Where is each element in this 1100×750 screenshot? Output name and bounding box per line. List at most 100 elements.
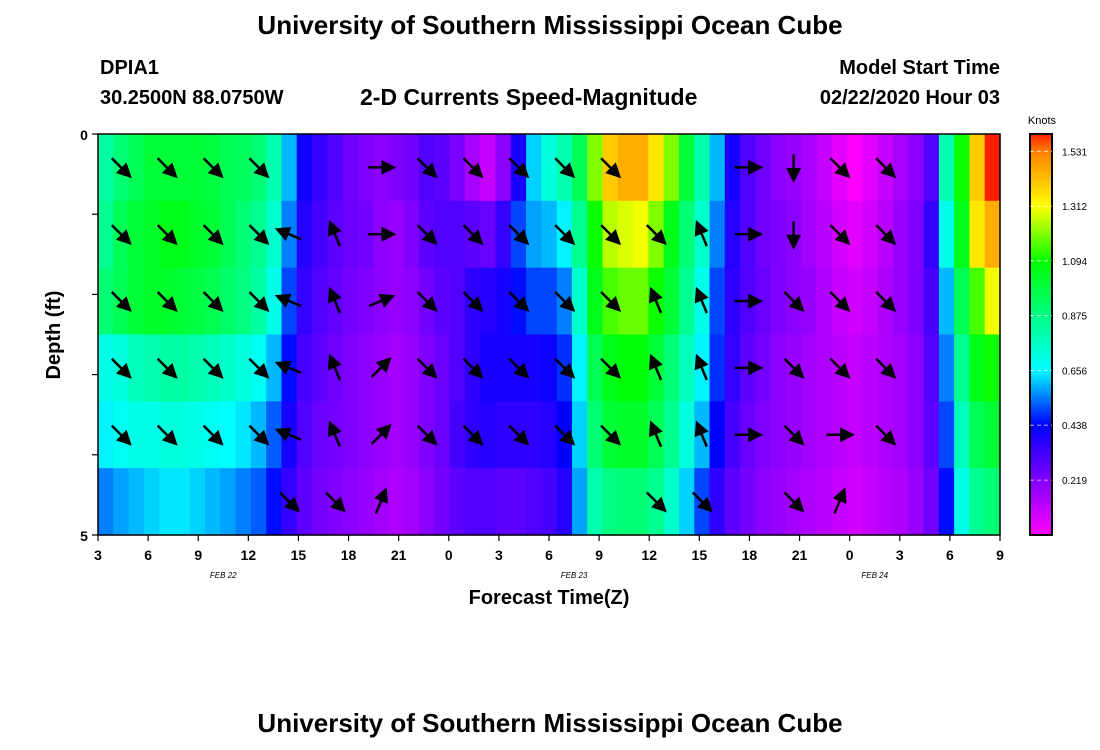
current-arrow (374, 487, 388, 514)
heat-cell (357, 267, 374, 336)
heat-cell (709, 468, 726, 536)
current-arrow (202, 424, 224, 446)
heat-cell (770, 401, 787, 469)
heat-cell (541, 267, 558, 336)
current-arrow (646, 491, 667, 513)
current-arrow (202, 157, 224, 179)
heat-cell (189, 334, 206, 402)
heat-cell (541, 334, 558, 402)
heat-cell (556, 468, 573, 536)
heat-cell (113, 468, 130, 536)
current-arrow (832, 487, 847, 514)
heat-cell (571, 468, 588, 536)
heat-cell (816, 334, 833, 402)
heat-cell (434, 401, 451, 469)
heat-cell (724, 200, 741, 269)
current-arrow (416, 224, 438, 246)
heat-cell (816, 134, 833, 202)
heat-cell (709, 134, 726, 202)
colorbar-tick-label: 1.094 (1062, 257, 1087, 268)
heat-cell (541, 134, 558, 202)
heat-cell (770, 134, 787, 202)
heat-cell (969, 200, 986, 269)
heat-cell (724, 267, 741, 336)
heat-cell (617, 267, 634, 336)
heat-cell (388, 134, 405, 202)
x-tick-label: 18 (341, 547, 357, 563)
heat-cell (847, 468, 864, 536)
heat-cell (189, 267, 206, 336)
current-arrow (462, 157, 484, 179)
heat-cell (984, 267, 1001, 336)
heat-cell (954, 468, 971, 536)
heat-cell (235, 134, 252, 202)
heat-cell (480, 401, 497, 469)
heat-cell (724, 468, 741, 536)
current-arrow (694, 420, 709, 448)
current-arrow (110, 291, 132, 312)
heat-cell (816, 401, 833, 469)
heat-cell (587, 401, 604, 469)
heat-cell (449, 200, 466, 269)
heat-cell (908, 200, 925, 269)
current-arrow (248, 291, 270, 312)
heat-cell (755, 267, 772, 336)
current-arrow (691, 491, 713, 513)
heat-cell (984, 401, 1001, 469)
x-tick-label: 3 (896, 547, 904, 563)
heat-cell (678, 267, 695, 336)
current-arrow (508, 157, 530, 179)
heat-cell (357, 200, 374, 269)
heat-cell (709, 401, 726, 469)
current-arrow (554, 291, 576, 312)
current-arrow (694, 286, 709, 314)
heat-cell (495, 334, 512, 402)
colorbar: Knots 1.531 1.312 1.094 0.875 0.656 0.438 0.21… (1028, 115, 1087, 536)
heat-cell (587, 200, 604, 269)
heat-cell (312, 468, 328, 536)
heat-cell (189, 468, 206, 536)
current-arrow (248, 224, 270, 246)
heat-cell (235, 200, 252, 269)
current-arrow (370, 423, 392, 445)
model-start-value: 02/22/2020 Hour 03 (819, 87, 1000, 109)
heat-cell (923, 334, 940, 402)
heat-cell (327, 134, 344, 202)
heat-cell (801, 200, 818, 269)
heat-cell (403, 200, 420, 269)
heat-cell (816, 468, 833, 536)
heat-cell (449, 468, 466, 536)
heat-cell (434, 267, 451, 336)
colorbar-unit-label: Knots (1028, 115, 1057, 127)
y-axis-label: Depth (ft) (43, 291, 65, 380)
heat-cell (847, 134, 864, 202)
heat-cell (449, 334, 466, 402)
heat-cell (388, 267, 405, 336)
current-arrow (783, 491, 805, 513)
heat-cell (189, 401, 206, 469)
heat-cell (342, 468, 359, 536)
heat-cell (908, 468, 925, 536)
x-tick-label: 3 (94, 547, 102, 563)
heat-cell (159, 468, 176, 536)
colorbar-tick-label: 0.438 (1062, 421, 1087, 432)
heat-cell (266, 468, 283, 536)
heat-cell (892, 134, 909, 202)
current-arrow (325, 491, 346, 513)
heat-cell (954, 267, 971, 336)
heat-cell (266, 401, 283, 469)
current-arrow (875, 224, 897, 246)
heat-cell (342, 200, 359, 269)
heatmap-cells (98, 134, 1001, 536)
heat-cell (923, 401, 940, 469)
current-arrow (416, 157, 438, 179)
heat-cell (877, 468, 894, 536)
heat-cell (480, 134, 497, 202)
heat-cell (480, 334, 497, 402)
heat-cell (969, 334, 986, 402)
heat-cell (571, 267, 588, 336)
heat-cell (923, 468, 940, 536)
heat-cell (312, 200, 328, 269)
heat-cell (663, 267, 680, 336)
